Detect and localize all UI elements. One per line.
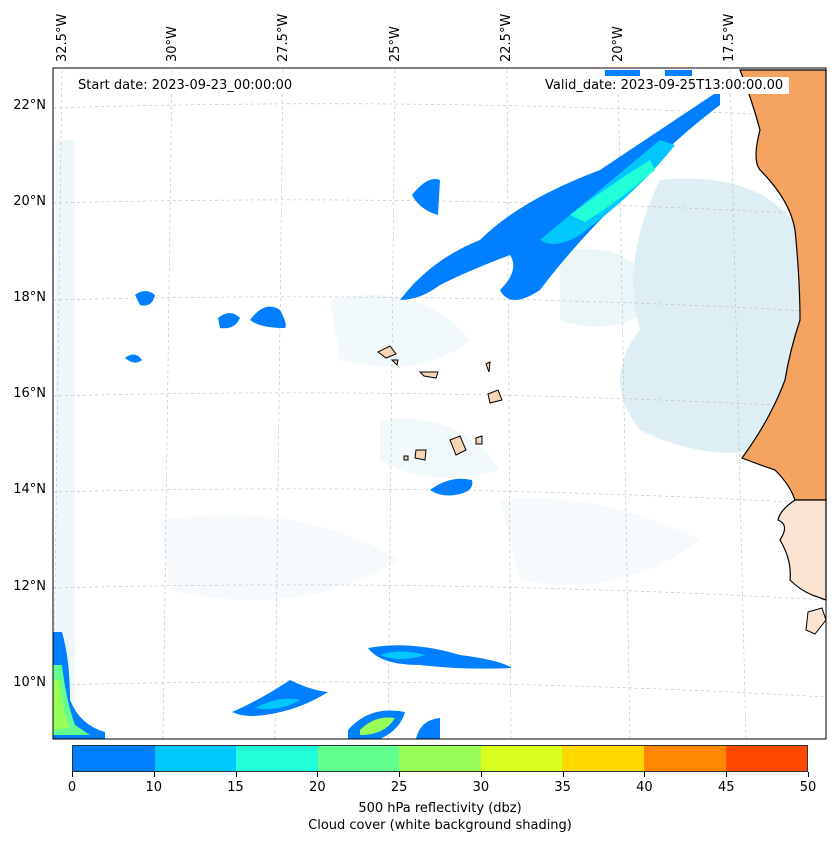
colorbar-tick [235, 772, 237, 777]
lon-label-30w: 30°W [165, 26, 180, 62]
colorbar-tick-label: 0 [67, 780, 77, 795]
reflectivity-colorbar [72, 745, 808, 772]
map-frame [52, 67, 827, 740]
colorbar-segment [236, 746, 318, 771]
colorbar-tick [562, 772, 564, 777]
colorbar-tick-label: 35 [554, 780, 571, 795]
colorbar-tick [72, 772, 73, 777]
colorbar-tick [317, 772, 319, 777]
valid-date-label: Valid_date: 2023-09-25T13:00:00.00 [539, 77, 790, 94]
colorbar-tick-label: 40 [636, 780, 653, 795]
lon-label-20w: 20°W [611, 26, 626, 62]
lon-label-22-5w: 22.5°W [499, 13, 514, 62]
colorbar-tick [726, 772, 728, 777]
colorbar-segment [399, 746, 481, 771]
colorbar-segment [480, 746, 563, 771]
colorbar-tick-label: 25 [390, 780, 408, 795]
africa-south-coast [777, 499, 827, 601]
lat-label-10n: 10°N [13, 675, 46, 690]
lon-label-17-5w: 17.5°W [722, 13, 737, 62]
lat-label-16n: 16°N [13, 386, 46, 401]
reflectivity-contours [53, 70, 720, 739]
colorbar-tick-label: 15 [227, 780, 244, 795]
africa-landmass [739, 69, 827, 501]
colorbar-tick [153, 772, 155, 777]
colorbar-segment [725, 746, 808, 771]
lat-label-14n: 14°N [13, 482, 46, 497]
lon-label-25w: 25°W [388, 26, 403, 62]
colorbar-tick-label: 20 [309, 780, 326, 795]
colorbar-tick-label: 10 [145, 780, 163, 795]
colorbar-segment [73, 746, 155, 771]
lat-label-22n: 22°N [13, 98, 46, 113]
lon-label-27-5w: 27.5°W [276, 13, 291, 62]
colorbar-segment [317, 746, 400, 771]
cloud-cover-shading [56, 140, 800, 740]
colorbar-segment [562, 746, 644, 771]
colorbar-tick-label: 30 [472, 780, 490, 795]
colorbar-tick-label: 50 [799, 780, 817, 795]
lat-label-18n: 18°N [13, 290, 46, 305]
cape-verde-islands [377, 345, 503, 461]
colorbar-label-cloud-cover: Cloud cover (white background shading) [308, 818, 572, 833]
islands-bissau [805, 607, 827, 635]
lat-label-20n: 20°N [13, 194, 46, 209]
lon-label-32-5w: 32.5°W [55, 13, 70, 62]
colorbar-segment [154, 746, 237, 771]
graticule [52, 69, 827, 740]
colorbar-label-reflectivity: 500 hPa reflectivity (dbz) [358, 801, 522, 816]
colorbar-tick [399, 772, 401, 777]
colorbar-tick [808, 772, 809, 777]
colorbar-tick [644, 772, 646, 777]
start-date-label: Start date: 2023-09-23_00:00:00 [72, 77, 299, 94]
lat-label-12n: 12°N [13, 579, 46, 594]
colorbar-segment [643, 746, 726, 771]
colorbar-tick [480, 772, 482, 777]
colorbar-tick-label: 45 [717, 780, 735, 795]
